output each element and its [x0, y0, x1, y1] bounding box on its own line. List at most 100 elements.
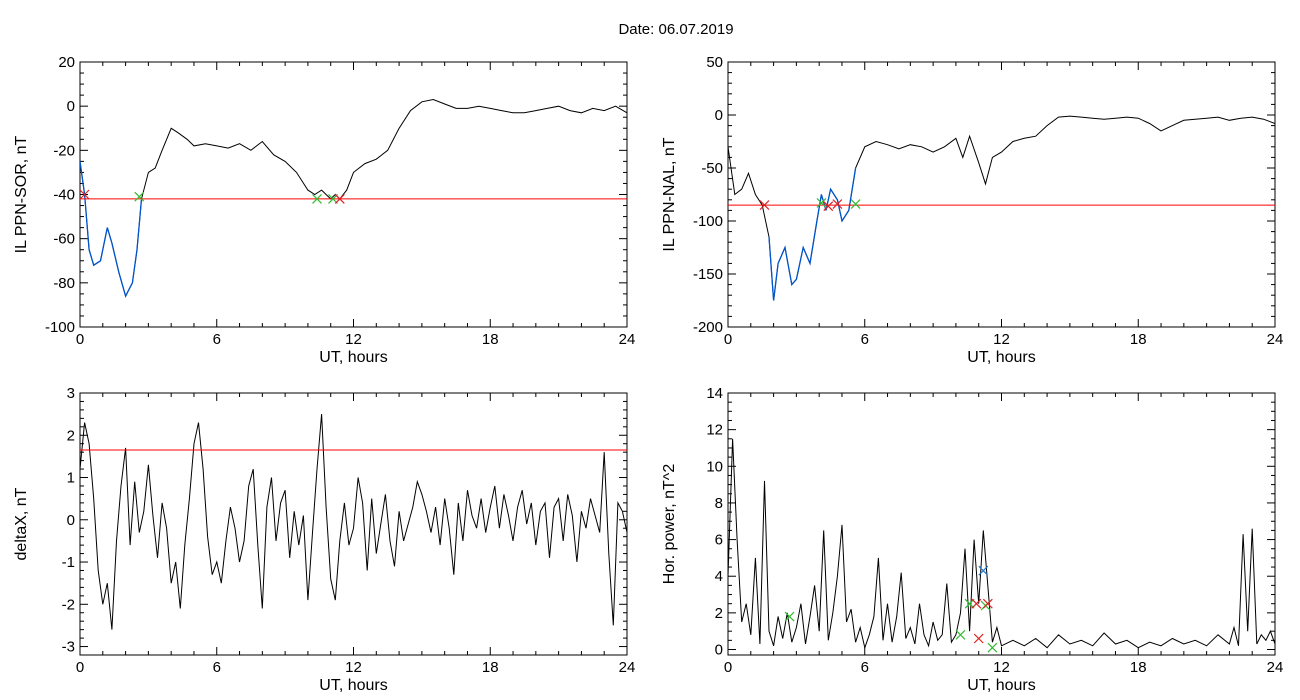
x-marker: [823, 201, 834, 212]
x-marker: [955, 629, 966, 640]
x-tick-label: 24: [1267, 331, 1284, 348]
x-marker: [134, 191, 145, 202]
chart-p2: 0 6 12 18 24 -200 -150 -100 -50 0 50 UT, hours IL PP…: [661, 54, 1283, 366]
x-marker: [312, 193, 322, 204]
x-marker: [973, 633, 984, 644]
plot-frame: [79, 61, 628, 328]
x-tick-label: 12: [993, 331, 1010, 348]
y-tick-label: 6: [715, 532, 723, 549]
y-tick-label: 20: [58, 54, 75, 71]
y-tick-label: 0: [67, 512, 75, 529]
plot-area: [728, 438, 1275, 653]
x-marker-stroke: [823, 201, 834, 212]
x-marker-stroke: [987, 642, 998, 653]
y-tick-label: -40: [53, 187, 75, 204]
x-marker: [971, 598, 982, 609]
y-tick-label: 0: [715, 107, 723, 124]
x-marker: [987, 642, 998, 653]
x-marker-stroke: [971, 598, 982, 609]
x-marker-stroke: [134, 191, 145, 202]
y-tick-label: -1: [62, 554, 75, 571]
y-tick-label: -3: [62, 639, 75, 656]
x-tick-label: 6: [861, 331, 869, 348]
y-tick-label: 2: [67, 427, 75, 444]
y-tick-label: -80: [53, 275, 75, 292]
x-tick-label: 24: [1267, 659, 1284, 676]
y-tick-label: 1: [67, 470, 75, 487]
x-tick-label: 6: [213, 331, 221, 348]
x-marker: [784, 611, 795, 622]
x-marker-stroke: [973, 633, 984, 644]
y-tick-label: 12: [706, 422, 723, 439]
figure-title: Date: 06.07.2019: [618, 21, 733, 38]
y-tick-label: -100: [45, 319, 75, 336]
y-tick-label: -2: [62, 596, 75, 613]
plot-frame: [727, 61, 1276, 328]
x-marker-stroke: [312, 193, 322, 204]
x-marker-stroke: [955, 629, 966, 640]
x-tick-label: 18: [1130, 659, 1147, 676]
x-tick-label: 12: [345, 331, 362, 348]
y-tick-label: 0: [715, 642, 723, 659]
x-tick-label: 0: [724, 659, 732, 676]
x-marker: [816, 198, 827, 208]
y-tick-label: -100: [693, 213, 723, 230]
x-marker-stroke: [759, 200, 770, 211]
x-tick-label: 0: [76, 659, 84, 676]
x-marker: [80, 189, 90, 200]
y-tick-label: -200: [693, 319, 723, 336]
y-tick-label: -60: [53, 231, 75, 248]
x-axis-label: UT, hours: [967, 349, 1035, 366]
plot-area: [80, 98, 627, 298]
x-marker: [334, 193, 345, 204]
x-tick-label: 0: [724, 331, 732, 348]
series-line: [728, 438, 1275, 650]
y-axis-label: IL PPN-NAL, nT: [661, 137, 678, 251]
x-tick-label: 6: [861, 659, 869, 676]
x-marker-stroke: [80, 189, 90, 200]
y-axis-label: Hor. power, nT^2: [661, 464, 678, 585]
x-tick-label: 12: [993, 659, 1010, 676]
series-highlight-segment: [768, 167, 857, 301]
y-tick-label: -20: [53, 142, 75, 159]
x-marker-stroke: [982, 598, 993, 609]
x-marker-stroke: [832, 199, 843, 209]
y-tick-label: 8: [715, 495, 723, 512]
x-tick-label: 24: [619, 659, 636, 676]
series-line: [728, 115, 1275, 301]
x-marker-stroke: [816, 198, 827, 208]
y-tick-label: 50: [706, 54, 723, 71]
x-marker: [982, 598, 993, 609]
x-axis-label: UT, hours: [319, 349, 387, 366]
series-highlight-segment: [80, 161, 143, 298]
x-tick-label: 18: [1130, 331, 1147, 348]
x-tick-label: 12: [345, 659, 362, 676]
series-line: [80, 414, 627, 630]
y-tick-label: 3: [67, 385, 75, 402]
x-marker: [850, 199, 861, 209]
y-tick-label: 14: [706, 385, 723, 402]
y-tick-label: 10: [706, 458, 723, 475]
series-line: [80, 98, 627, 298]
x-marker: [832, 199, 843, 209]
x-axis-label: UT, hours: [319, 677, 387, 694]
chart-p1: 0 6 12 18 24 -100 -80 -60 -40 -20 0 20 UT, hours IL P…: [13, 54, 635, 366]
x-marker-stroke: [334, 193, 345, 204]
x-marker-stroke: [850, 199, 861, 209]
y-tick-label: 4: [715, 568, 723, 585]
plot-area: [728, 115, 1275, 301]
y-tick-label: 0: [67, 98, 75, 115]
x-tick-label: 18: [482, 331, 499, 348]
y-tick-label: -150: [693, 266, 723, 283]
x-tick-label: 0: [76, 331, 84, 348]
x-marker: [978, 565, 989, 576]
x-tick-label: 24: [619, 331, 636, 348]
y-axis-label: deltaX, nT: [13, 487, 30, 560]
x-marker-stroke: [784, 611, 795, 622]
x-marker: [759, 200, 770, 211]
x-tick-label: 6: [213, 659, 221, 676]
